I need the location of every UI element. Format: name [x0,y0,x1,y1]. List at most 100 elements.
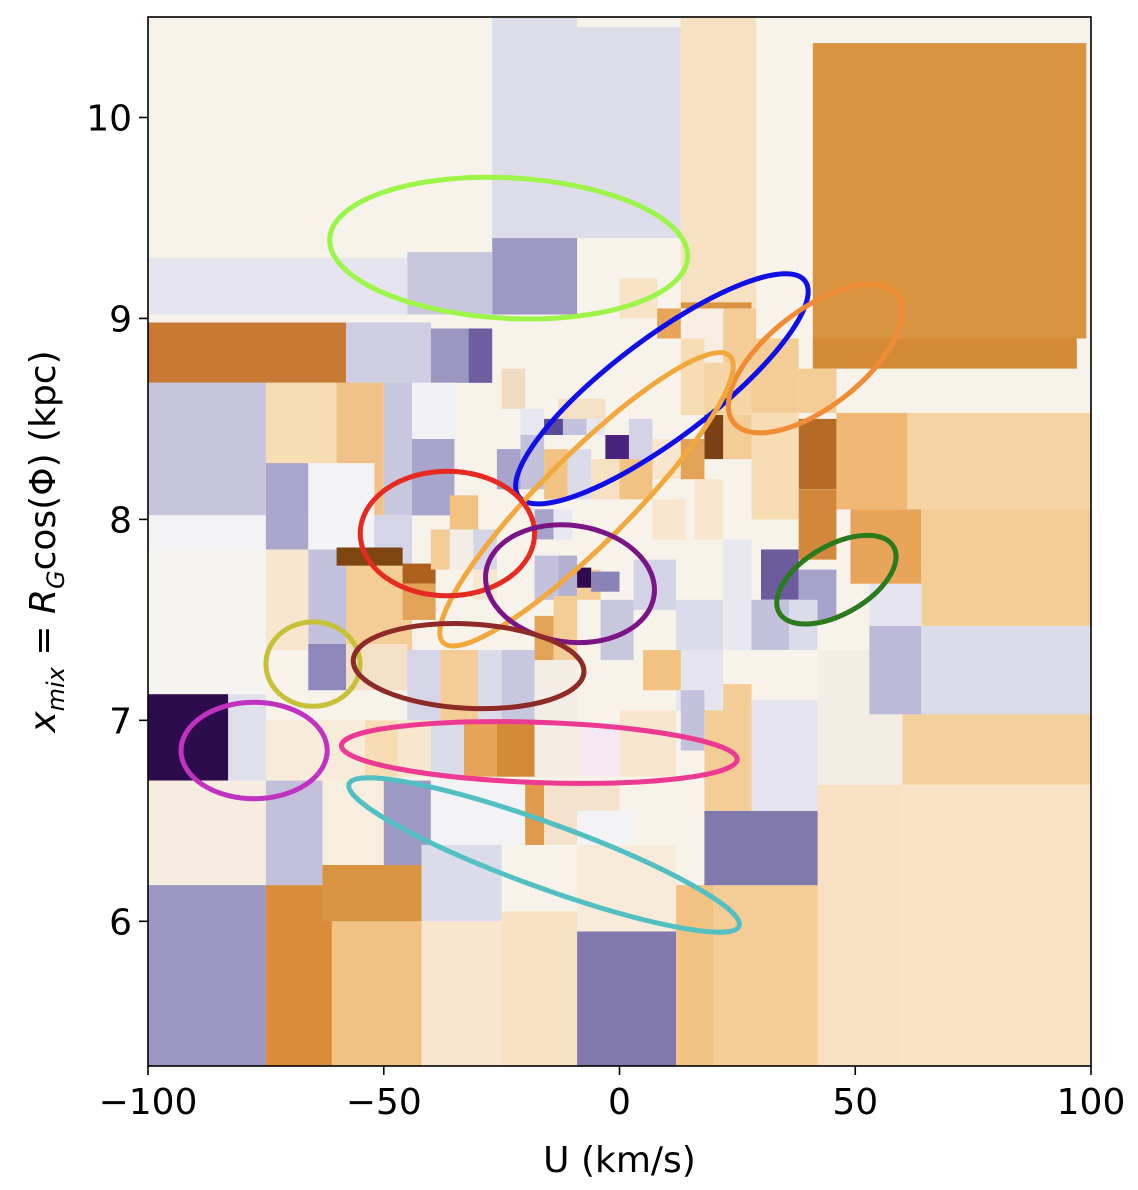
heatmap-cell-128 [643,650,681,691]
heatmap-cell-58 [751,700,818,811]
heatmap-cell-3 [680,17,757,309]
heatmap-cell-63 [902,412,1091,510]
y-axis-ticks: 6 7 8 9 10 [86,98,148,943]
heatmap-cell-16 [383,382,413,516]
ellipse-11 [346,775,742,935]
heatmap-cell-74 [751,599,790,650]
heatmap-cell-65 [850,509,922,584]
heatmap-cell-97 [562,418,587,435]
heatmap-cell-105 [430,529,450,570]
heatmap-cell-92 [501,368,526,409]
heatmap-cell-6 [492,238,578,315]
heatmap-cell-4 [812,43,1087,339]
ellipse-8 [350,621,587,712]
heatmap-cell-44 [331,921,422,1066]
heatmap-cell-51 [676,885,714,1066]
x-axis-label: U (km/s) [543,1140,696,1181]
heatmap-cell-66 [836,412,908,510]
y-label-x-sub: mix [42,666,70,711]
heatmap-cell-71 [798,489,837,560]
heatmap-cell-54 [902,784,1091,1066]
heatmap-cell-34 [265,720,365,781]
heatmap-cell-106 [449,529,474,570]
heatmap-cell-5 [812,338,1077,369]
heatmap-cell-45 [322,865,422,922]
heatmap-cell-78 [704,414,724,460]
x-tick-label-2: 0 [608,1082,631,1123]
heatmap-cell-1 [492,17,578,239]
heatmap-cell-61 [921,625,1091,715]
heatmap-cell-9 [148,322,346,383]
heatmap-cell-2 [577,27,681,238]
heatmap-cell-133 [496,720,535,777]
heatmap-cell-18 [412,439,455,516]
heatmap-cell-24 [265,549,309,650]
heatmap-cell-117 [577,567,592,588]
y-label-eq: = [23,614,64,667]
y-tick-label-2: 8 [109,500,132,541]
heatmap-cell-25 [308,549,346,650]
ellipse-3 [437,350,736,649]
heatmap-cell-114 [553,595,578,616]
heatmap-cell-50 [577,844,677,932]
heatmap-cell-53 [817,784,903,1066]
x-tick-label-0: −100 [99,1082,198,1123]
heatmap-cell-46 [421,921,502,1066]
heatmap-cell-138 [577,810,634,845]
ellipse-7 [263,619,363,709]
heatmap-cell-123 [407,650,441,721]
heatmap-cell-13 [148,382,266,516]
heatmap-cell-56 [902,710,1091,785]
ellipse-9 [178,699,330,802]
heatmap-cell-121 [676,599,724,650]
heatmap-cell-130 [619,710,677,777]
heatmap-cell-76 [723,539,752,650]
heatmap-cells [148,17,1091,1066]
heatmap-cell-131 [430,720,464,777]
heatmap-cell-52 [713,885,818,1066]
x-axis-ticks: −100 −50 0 50 100 [99,1066,1125,1123]
heatmap-cell-88 [605,435,629,460]
y-tick-label-1: 7 [109,701,132,742]
heatmap-cell-48 [501,911,577,1066]
ellipse-6 [774,532,899,627]
heatmap-cell-95 [520,435,545,490]
heatmap-cell-60 [869,625,922,715]
y-label-rest: cos(Φ) (kpc) [23,350,64,570]
heatmap-cell-118 [591,571,620,592]
heatmap-cell-30 [308,644,346,691]
heatmap-cell-49 [577,931,677,1066]
ellipse-4 [357,468,538,599]
heatmap-cell-137 [581,724,620,777]
heatmap-cell-11 [430,328,469,383]
y-label-x: x [23,711,64,734]
heatmap-cell-55 [704,810,818,886]
y-label-r: R [23,589,64,614]
heatmap-cell-132 [463,720,497,777]
heatmap-cell-43 [265,885,332,1066]
y-tick-label-4: 10 [86,98,132,139]
ellipse-2 [725,281,905,436]
heatmap-cell-94 [520,408,545,435]
heatmap-cell-19 [148,515,266,550]
heatmap-cell-23 [148,549,266,711]
heatmap-cell-134 [534,720,582,777]
heatmap-cell-62 [921,509,1091,626]
heatmap-cell-79 [723,414,752,460]
heatmap-cell-40 [525,780,545,845]
heatmap-cell-27 [336,547,403,566]
heatmap-cell-28 [402,563,436,584]
x-tick-label-1: −50 [346,1082,422,1123]
heatmap-cell-20 [265,463,309,550]
y-axis-label: xmix = RGcos(Φ) (kpc) [23,350,70,733]
ellipse-5 [483,522,657,646]
ellipse-10 [338,719,740,786]
ellipse-overlays [178,174,905,935]
heatmap-cell-12 [468,328,493,383]
heatmap-cell-100 [567,449,592,500]
heatmap-cell-89 [628,418,653,460]
heatmap-cell-104 [449,495,479,530]
y-label-r-sub: G [42,570,70,589]
heatmap-cell-103 [652,499,686,540]
